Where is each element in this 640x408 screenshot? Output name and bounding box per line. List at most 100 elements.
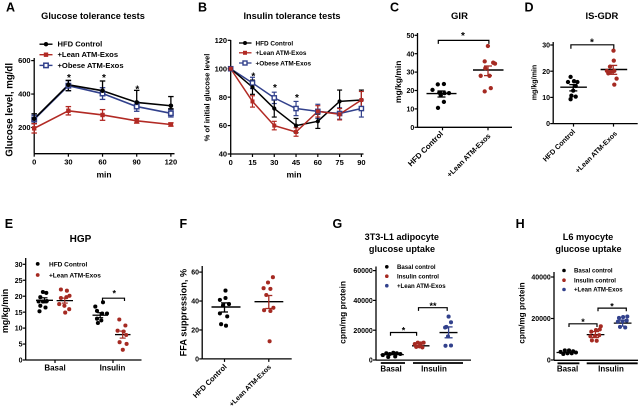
svg-text:3T3-L1 adipocyte: 3T3-L1 adipocyte [365, 232, 439, 242]
svg-text:Insulin control: Insulin control [574, 277, 616, 284]
svg-text:mg/kg/min: mg/kg/min [393, 61, 403, 104]
svg-text:Basal: Basal [380, 364, 401, 373]
svg-text:0: 0 [546, 121, 550, 128]
svg-text:glucose uptake: glucose uptake [555, 244, 621, 254]
svg-text:cpm/mg protein: cpm/mg protein [337, 281, 347, 344]
svg-text:100: 100 [215, 64, 228, 73]
svg-text:30: 30 [542, 43, 550, 50]
svg-text:HFD Control: HFD Control [256, 40, 294, 47]
svg-text:+Lean ATM-Exos: +Lean ATM-Exos [49, 272, 101, 279]
svg-text:% of initial glucose level: % of initial glucose level [203, 54, 212, 142]
svg-text:0: 0 [547, 358, 551, 365]
svg-text:Glucose level, mg/dl: Glucose level, mg/dl [4, 63, 15, 157]
svg-text:60: 60 [191, 270, 199, 277]
svg-text:15: 15 [248, 158, 256, 167]
svg-text:IS-GDR: IS-GDR [585, 10, 618, 21]
svg-text:Basal control: Basal control [397, 264, 436, 271]
svg-text:*: * [295, 93, 299, 104]
svg-text:A: A [6, 1, 15, 15]
svg-text:Insulin: Insulin [598, 364, 624, 373]
svg-text:400: 400 [18, 90, 31, 99]
svg-text:20000: 20000 [531, 316, 551, 323]
svg-text:GIR: GIR [451, 11, 468, 22]
svg-text:600: 600 [18, 56, 31, 65]
svg-text:40: 40 [191, 299, 199, 306]
svg-text:E: E [5, 217, 13, 231]
svg-text:*: * [610, 302, 614, 312]
svg-text:*: * [402, 326, 406, 336]
svg-text:80: 80 [219, 93, 227, 102]
svg-text:min: min [96, 170, 111, 180]
svg-text:F: F [180, 217, 188, 231]
svg-text:G: G [333, 217, 343, 231]
svg-text:glucose uptake: glucose uptake [369, 244, 435, 254]
svg-text:*: * [251, 71, 255, 82]
svg-text:10: 10 [542, 95, 550, 102]
svg-text:+Obese ATM-Exos: +Obese ATM-Exos [256, 60, 312, 67]
svg-text:40000: 40000 [353, 298, 373, 305]
svg-text:FFA suppression, %: FFA suppression, % [179, 269, 189, 356]
svg-text:20: 20 [542, 69, 550, 76]
svg-text:40: 40 [407, 51, 415, 58]
svg-text:90: 90 [133, 158, 141, 167]
svg-text:20000: 20000 [353, 328, 373, 335]
svg-text:Insulin control: Insulin control [397, 273, 439, 280]
svg-text:90: 90 [357, 158, 365, 167]
svg-text:Insulin: Insulin [100, 364, 126, 373]
svg-text:30: 30 [407, 70, 415, 77]
svg-text:mg/kg/min: mg/kg/min [0, 289, 10, 333]
svg-text:*: * [461, 31, 465, 42]
svg-text:0: 0 [369, 358, 373, 365]
svg-text:60000: 60000 [353, 268, 373, 275]
svg-text:75: 75 [335, 158, 343, 167]
svg-text:Glucose tolerance tests: Glucose tolerance tests [41, 11, 145, 21]
svg-text:10: 10 [407, 107, 415, 114]
svg-text:+Lean ATM-Exos: +Lean ATM-Exos [397, 283, 446, 290]
svg-text:30: 30 [15, 262, 23, 269]
svg-text:120: 120 [165, 158, 178, 167]
svg-text:20: 20 [15, 294, 23, 301]
svg-text:+Lean ATM-Exos: +Lean ATM-Exos [574, 287, 623, 294]
svg-text:*: * [273, 83, 277, 94]
svg-text:min: min [286, 170, 301, 180]
svg-text:25: 25 [15, 278, 23, 285]
svg-text:C: C [390, 1, 399, 15]
svg-text:*: * [67, 73, 71, 84]
svg-text:L6 myocyte: L6 myocyte [563, 232, 614, 242]
svg-text:50: 50 [407, 33, 415, 40]
svg-text:Basal control: Basal control [574, 268, 613, 275]
svg-text:200: 200 [18, 123, 31, 132]
svg-text:0: 0 [229, 158, 233, 167]
svg-text:60: 60 [219, 121, 227, 130]
svg-text:*: * [113, 289, 117, 299]
svg-text:20: 20 [191, 328, 199, 335]
svg-text:20: 20 [407, 88, 415, 95]
svg-text:30: 30 [64, 158, 72, 167]
svg-text:5: 5 [19, 342, 23, 349]
svg-text:60: 60 [98, 158, 106, 167]
svg-text:0: 0 [19, 358, 23, 365]
svg-text:60: 60 [314, 158, 322, 167]
svg-text:30: 30 [270, 158, 278, 167]
svg-text:Basal: Basal [44, 364, 65, 373]
svg-text:**: ** [429, 301, 437, 311]
svg-text:B: B [198, 1, 207, 15]
svg-text:45: 45 [292, 158, 300, 167]
svg-text:15: 15 [15, 310, 23, 317]
svg-text:*: * [135, 85, 139, 96]
svg-text:Insulin tolerance tests: Insulin tolerance tests [243, 11, 340, 21]
svg-text:0: 0 [32, 158, 36, 167]
svg-text:HFD Control: HFD Control [58, 40, 103, 49]
svg-text:Insulin: Insulin [421, 364, 447, 373]
svg-text:10: 10 [15, 326, 23, 333]
svg-text:40: 40 [219, 150, 227, 159]
svg-text:*: * [590, 38, 594, 49]
svg-text:*: * [102, 73, 106, 84]
svg-text:+Lean ATM-Exos: +Lean ATM-Exos [58, 50, 119, 59]
svg-text:+Obese ATM-Exos: +Obese ATM-Exos [58, 61, 124, 70]
svg-text:Basal: Basal [557, 364, 578, 373]
svg-text:120: 120 [215, 36, 228, 45]
svg-text:0: 0 [195, 357, 199, 364]
svg-text:mg/kg/min: mg/kg/min [531, 65, 539, 100]
svg-text:+Lean ATM-Exos: +Lean ATM-Exos [256, 50, 307, 57]
